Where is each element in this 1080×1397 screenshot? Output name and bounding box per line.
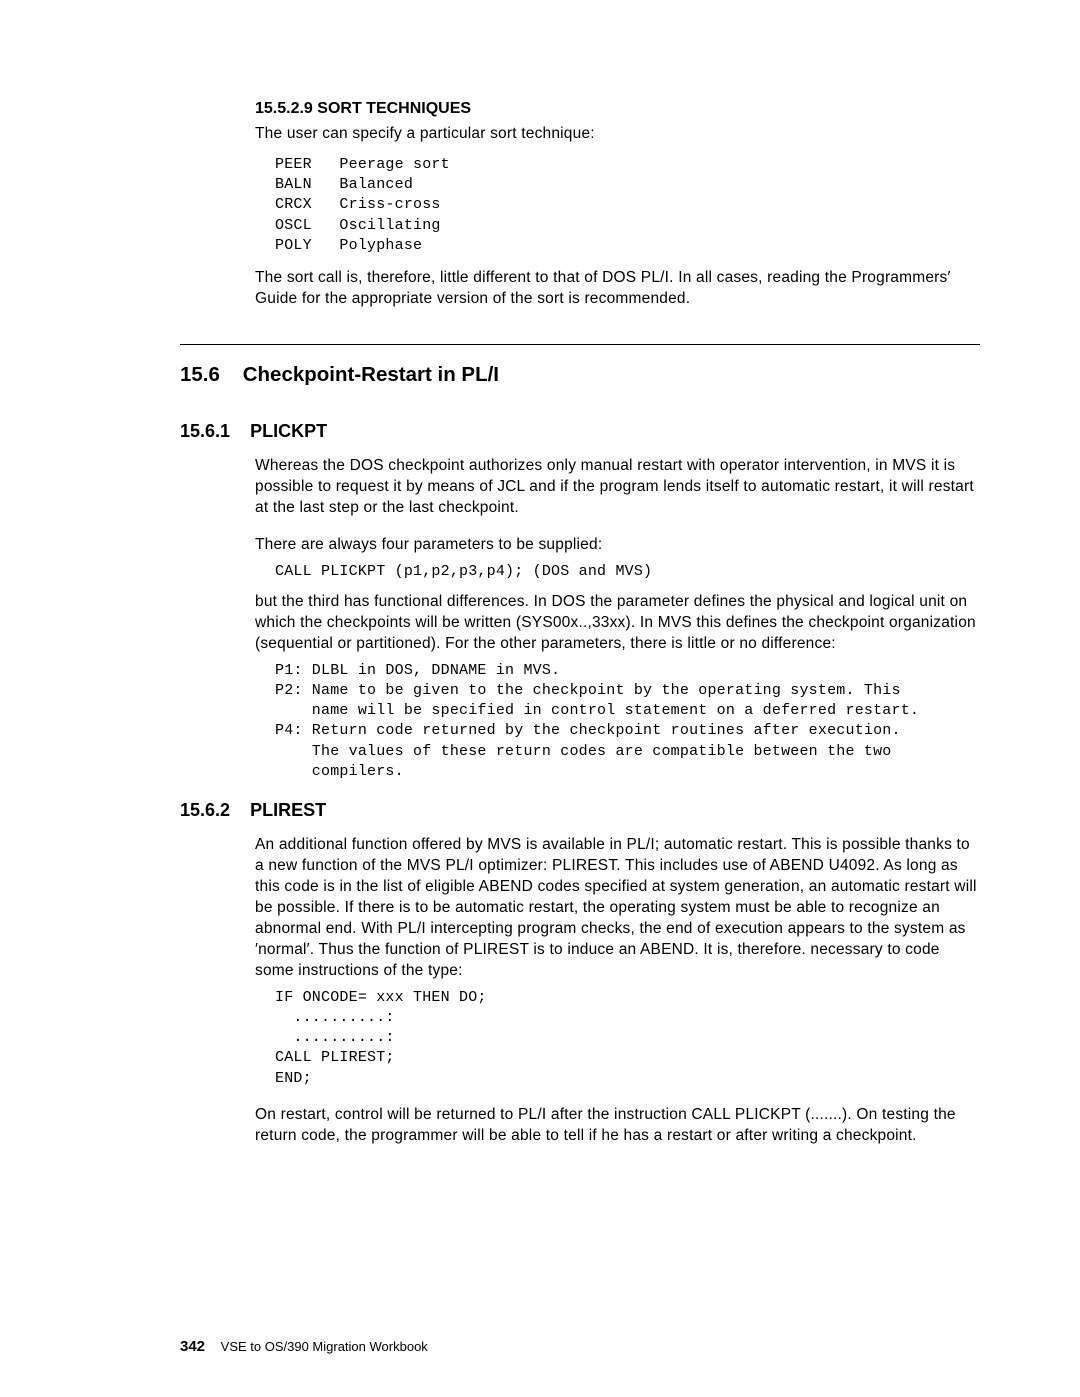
heading-title: PLICKPT [250,421,327,441]
plirest-p2: On restart, control will be returned to … [255,1105,980,1147]
plickpt-p3: but the third has functional differences… [255,592,980,655]
heading-number: 15.5.2.9 [255,100,313,117]
sort-codes: PEER Peerage sort BALN Balanced CRCX Cri… [275,155,980,256]
heading-title: PLIREST [250,800,326,820]
page-footer: 342 VSE to OS/390 Migration Workbook [180,1338,428,1355]
sort-intro: The user can specify a particular sort t… [255,124,980,145]
plickpt-code1: CALL PLICKPT (p1,p2,p3,p4); (DOS and MVS… [275,562,980,582]
heading-number: 15.6.2 [180,800,230,820]
plickpt-heading: 15.6.1 PLICKPT [180,421,980,442]
heading-title: Checkpoint-Restart in PL/I [243,363,499,386]
plirest-heading: 15.6.2 PLIREST [180,800,980,821]
section-rule [180,344,980,345]
plirest-code1: IF ONCODE= xxx THEN DO; ..........: ....… [275,988,980,1089]
page-number: 342 [180,1338,205,1355]
heading-number: 15.6.1 [180,421,230,441]
heading-title: SORT TECHNIQUES [317,100,471,117]
heading-number: 15.6 [180,363,220,386]
sort-techniques-heading: 15.5.2.9 SORT TECHNIQUES [255,100,980,118]
plirest-p1: An additional function offered by MVS is… [255,835,980,981]
sort-outro: The sort call is, therefore, little diff… [255,268,980,310]
section-156-heading: 15.6 Checkpoint-Restart in PL/I [180,363,980,387]
book-title: VSE to OS/390 Migration Workbook [221,1339,428,1354]
plickpt-p2: There are always four parameters to be s… [255,535,980,556]
plickpt-p1: Whereas the DOS checkpoint authorizes on… [255,456,980,519]
plickpt-code2: P1: DLBL in DOS, DDNAME in MVS. P2: Name… [275,661,980,783]
